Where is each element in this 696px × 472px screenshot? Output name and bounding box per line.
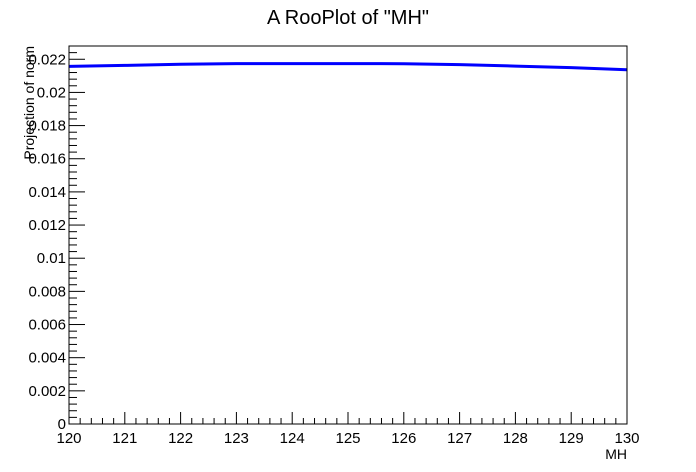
y-tick-label: 0.014 [28, 184, 66, 201]
y-tick-label: 0.016 [28, 151, 66, 168]
chart-title: A RooPlot of "MH" [267, 7, 429, 29]
x-tick-label: 129 [559, 430, 584, 447]
y-tick-label: 0.012 [28, 217, 66, 234]
plot-frame [68, 45, 628, 425]
x-tick-label: 122 [168, 430, 193, 447]
y-tick-label: 0.004 [28, 350, 66, 367]
x-axis-label: MH [605, 446, 627, 462]
y-tick-label: 0.02 [37, 84, 66, 101]
axis-ticks: 120 121 122 123 124 125 126 127 128 129 130 0 0.002 0… [28, 51, 639, 447]
y-axis-label: Projection of norm [21, 46, 37, 160]
x-tick-label: 127 [447, 430, 472, 447]
x-tick-label: 120 [56, 430, 81, 447]
x-tick-label: 128 [503, 430, 528, 447]
y-tick-label: 0.002 [28, 383, 66, 400]
x-tick-label: 121 [112, 430, 137, 447]
x-tick-label: 126 [391, 430, 416, 447]
y-tick-label: 0.01 [37, 250, 66, 267]
x-tick-label: 130 [614, 430, 639, 447]
y-tick-label: 0 [58, 416, 66, 433]
y-tick-label: 0.008 [28, 283, 66, 300]
series-group [68, 62, 628, 72]
x-tick-label: 125 [335, 430, 360, 447]
x-tick-label: 123 [224, 430, 249, 447]
x-tick-label: 124 [280, 430, 305, 447]
series-line [68, 62, 628, 72]
y-tick-label: 0.018 [28, 118, 66, 135]
y-tick-label: 0.006 [28, 317, 66, 334]
y-tick-label: 0.022 [28, 51, 66, 68]
